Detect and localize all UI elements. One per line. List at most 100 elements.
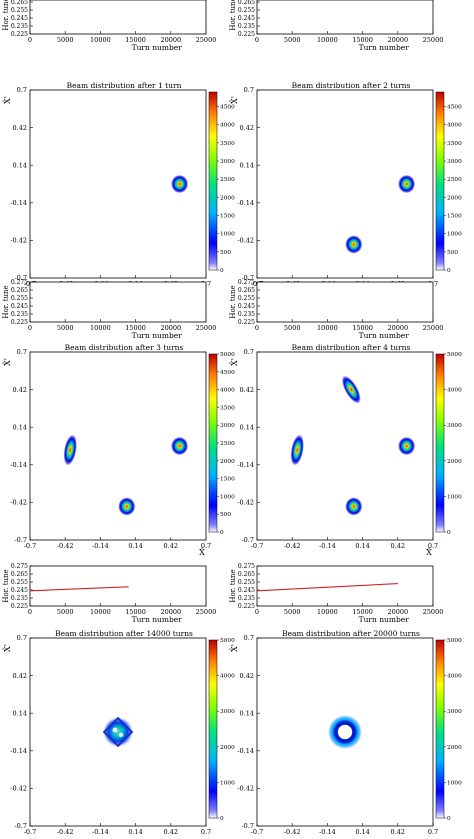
colorbar-tick-label: 4000: [447, 388, 462, 394]
tune-y-tick-label: 0.255: [11, 295, 28, 302]
beam-x-tick-label: 0.42: [164, 828, 178, 834]
beam-y-tick-label: -0.42: [237, 785, 254, 793]
tune-y-tick-label: 0.255: [238, 295, 255, 302]
beam-y-tick-label: -0.7: [241, 536, 254, 544]
colorbar-tick-label: 500: [220, 512, 231, 518]
beam-title: Beam distribution after 20000 turns: [282, 629, 420, 638]
tune-x-tick-label: 15000: [352, 324, 373, 332]
colorbar-tick-label: 3500: [220, 405, 235, 411]
beam-y-axis-label: X̂': [230, 644, 239, 652]
beam-spot: [290, 434, 305, 466]
beam-panel: Beam distribution after 3 turns -0.7 -0.42…: [3, 343, 235, 557]
beam-y-tick-label: 0.14: [13, 423, 27, 431]
tune-plot-frame: [256, 0, 434, 35]
tune-y-axis-label: Hor. tune: [2, 569, 10, 602]
colorbar-tick-label: 0: [447, 816, 451, 822]
tune-x-tick-label: 0: [255, 608, 259, 616]
beam-panel: Beam distribution after 14000 turns-0.7-…: [3, 629, 235, 839]
beam-y-tick-label: 0.14: [240, 423, 254, 431]
tune-y-tick-label: 0.245: [238, 15, 255, 22]
tune-y-tick-label: 0.265: [238, 0, 255, 6]
tune-panel: 0 5000 10000 15000 20000 25000 0.2250.2350.245…: [229, 0, 443, 52]
beam-y-tick-label: -0.14: [10, 199, 27, 207]
beam-y-tick-label: -0.14: [237, 199, 254, 207]
colorbar-tick-label: 1000: [447, 780, 462, 786]
tune-panel: 0 5000 10000 15000 20000 25000 0.2250.2350.245…: [2, 563, 216, 624]
colorbar-tick-label: 2000: [447, 195, 462, 201]
tune-y-tick-label: 0.225: [238, 603, 255, 610]
colorbar-tick-label: 0: [447, 530, 451, 536]
beam-y-axis-label: X̂': [3, 644, 12, 652]
panels-layer: 0 5000 10000 15000 20000 250000.2250.2350.245…: [2, 0, 462, 839]
tune-x-tick-label: 10000: [90, 324, 111, 332]
beam-y-tick-label: 0.7: [17, 348, 27, 356]
beam-y-tick-label: 0.7: [244, 86, 254, 94]
colorbar-tick-label: 3500: [220, 141, 235, 147]
beam-title-prefix: Beam distribution after: [55, 629, 146, 638]
beam-diamond-hole: [112, 727, 118, 733]
tune-x-tick-label: 25000: [196, 36, 217, 44]
tune-x-tick-label: 5000: [284, 36, 301, 44]
tune-y-axis-label: Hor. tune: [229, 285, 237, 318]
beam-spot: [345, 497, 363, 516]
tune-y-tick-label: 0.255: [238, 579, 255, 586]
beam-panel: Beam distribution after 1 turn -0.7 -0.42 -…: [3, 81, 235, 295]
beam-y-tick-label: -0.14: [10, 461, 27, 469]
beam-y-tick-label: 0.42: [240, 386, 254, 394]
tune-x-tick-label: 5000: [57, 36, 74, 44]
beam-x-tick-label: 0.14: [128, 542, 142, 550]
beam-y-tick-label: 0.42: [240, 672, 254, 680]
tune-y-tick-label: 0.235: [11, 23, 28, 30]
colorbar-tick-label: 4000: [220, 123, 235, 129]
tune-y-tick-label: 0.235: [238, 595, 255, 602]
colorbar-tick-label: 2500: [220, 441, 235, 447]
tune-x-tick-label: 0: [28, 36, 32, 44]
colorbar-tick-label: 2000: [447, 745, 462, 751]
colorbar-tick-label: 0: [447, 268, 451, 274]
beam-y-tick-label: 0.42: [240, 124, 254, 132]
beam-x-tick-label: 0.7: [201, 828, 211, 834]
beam-y-tick-label: 0.7: [244, 348, 254, 356]
tune-x-tick-label: 25000: [423, 608, 444, 616]
tune-y-axis-label: Hor. tune: [229, 569, 237, 602]
beam-x-tick-label: -0.42: [57, 828, 74, 834]
tune-y-tick-label: 0.235: [238, 23, 255, 30]
beam-spot: [118, 497, 136, 516]
beam-spot: [397, 436, 416, 456]
beam-y-axis-label: X̂': [230, 358, 239, 366]
beam-x-tick-label: -0.7: [251, 542, 264, 550]
colorbar: [208, 639, 218, 819]
colorbar-tick-label: 4000: [447, 674, 462, 680]
tune-plot-frame: [256, 281, 434, 323]
beam-ring: [335, 722, 355, 742]
beam-title-count: 14000 turns: [147, 629, 194, 638]
tune-x-tick-label: 5000: [284, 324, 301, 332]
tune-y-axis-label: Hor. tune: [229, 0, 237, 31]
tune-series-line: [256, 583, 398, 592]
beam-title-prefix: Beam distribution after: [292, 81, 383, 90]
beam-y-tick-label: -0.42: [10, 499, 27, 507]
tune-x-tick-label: 15000: [352, 36, 373, 44]
tune-y-tick-label: 0.255: [238, 7, 255, 14]
beam-y-tick-label: 0.7: [244, 634, 254, 642]
colorbar-tick-label: 5000: [447, 352, 462, 358]
colorbar-tick-label: 4500: [220, 105, 235, 111]
beam-title-count: 4 turns: [383, 343, 410, 352]
colorbar-tick-label: 0: [220, 530, 224, 536]
colorbar-tick-label: 1500: [220, 214, 235, 220]
colorbar-tick-label: 4500: [220, 370, 235, 376]
beam-y-tick-label: 0.14: [240, 709, 254, 717]
colorbar-tick-label: 1000: [447, 232, 462, 238]
beam-x-tick-label: -0.42: [57, 542, 74, 550]
beam-title-prefix: Beam distribution after: [67, 81, 158, 90]
tune-x-axis-label: Turn number: [132, 615, 183, 624]
beam-spot: [170, 174, 189, 194]
beam-x-tick-label: 0.7: [428, 828, 438, 834]
beam-title-count: 3 turns: [156, 343, 183, 352]
tune-x-tick-label: 10000: [317, 36, 338, 44]
tune-x-tick-label: 25000: [423, 36, 444, 44]
tune-y-tick-label: 0.245: [11, 303, 28, 310]
colorbar-tick-label: 1500: [447, 214, 462, 220]
beam-x-axis-label: X̂: [199, 548, 205, 557]
